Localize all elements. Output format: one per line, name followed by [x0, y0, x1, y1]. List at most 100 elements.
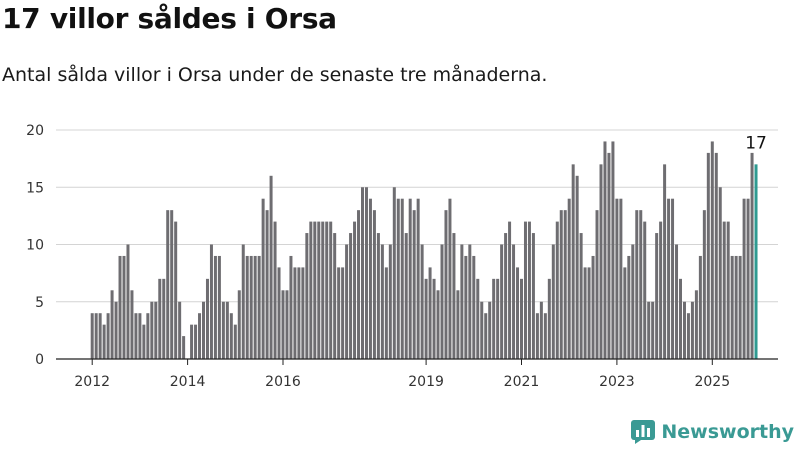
brand-logo: Newsworthy — [631, 420, 794, 444]
bar — [388, 244, 392, 359]
bar — [690, 301, 694, 359]
bar — [202, 301, 205, 359]
bar — [265, 210, 269, 359]
bar — [508, 221, 512, 359]
bar — [329, 221, 333, 359]
bar — [718, 187, 722, 359]
bar — [734, 255, 738, 359]
y-tick-label: 5 — [35, 295, 44, 311]
bar — [555, 221, 559, 359]
bar — [424, 278, 428, 359]
bar — [321, 221, 325, 359]
bar — [448, 198, 452, 359]
bar — [563, 210, 567, 359]
bar — [520, 278, 523, 359]
bar — [472, 255, 476, 359]
bar — [440, 244, 444, 359]
bar — [512, 244, 516, 359]
bar — [150, 301, 154, 359]
bar — [253, 255, 257, 359]
bar — [686, 313, 690, 359]
bar — [567, 198, 571, 359]
bar — [293, 267, 297, 359]
bar — [261, 198, 265, 359]
bar — [345, 244, 349, 359]
bar — [535, 313, 539, 359]
bar — [595, 210, 599, 359]
bar — [182, 336, 186, 359]
bar — [599, 164, 603, 359]
bar — [428, 267, 432, 359]
bar — [341, 267, 345, 359]
bar — [412, 210, 416, 359]
bar — [492, 278, 496, 359]
bar — [464, 255, 468, 359]
bar — [643, 221, 647, 359]
bar — [452, 233, 456, 359]
x-tick-label: 2025 — [694, 374, 730, 390]
bar — [591, 255, 595, 359]
bar — [301, 267, 305, 359]
bar — [531, 233, 535, 359]
bar — [349, 233, 353, 359]
bar — [742, 198, 746, 359]
bar — [158, 278, 162, 359]
bar — [587, 267, 591, 359]
bar — [217, 255, 221, 359]
bar — [106, 313, 110, 359]
bar — [94, 313, 98, 359]
y-tick-label: 20 — [26, 123, 44, 139]
bar — [444, 210, 448, 359]
bar — [166, 210, 170, 359]
bar — [257, 255, 261, 359]
bar — [420, 244, 424, 359]
bar — [400, 198, 404, 359]
bar — [237, 290, 241, 359]
bar — [353, 221, 357, 359]
bar — [607, 152, 611, 359]
chart-title: 17 villor såldes i Orsa — [2, 2, 337, 35]
bar — [706, 152, 710, 359]
axes: 0 5 10 15 20 17 2012 2014 2016 2019 2021 2023 2025 — [26, 123, 778, 390]
x-tick-label: 2023 — [599, 374, 635, 390]
bar — [460, 244, 464, 359]
bar — [190, 324, 194, 359]
bar — [110, 290, 114, 359]
bar — [496, 278, 500, 359]
bar — [667, 198, 671, 359]
bar — [396, 198, 400, 359]
bar — [698, 255, 702, 359]
bar — [213, 255, 217, 359]
bar — [313, 221, 317, 359]
bar — [198, 313, 202, 359]
bar — [146, 313, 150, 359]
bar — [635, 210, 639, 359]
bar — [277, 267, 281, 359]
bar — [559, 210, 563, 359]
y-tick-label: 10 — [26, 238, 44, 254]
bar — [368, 198, 372, 359]
bar — [726, 221, 730, 359]
bar — [134, 313, 138, 359]
bar — [611, 141, 615, 359]
bar — [631, 244, 635, 359]
bar — [647, 301, 651, 359]
bar — [575, 175, 579, 359]
bar — [547, 278, 551, 359]
bar — [436, 290, 440, 359]
bar — [746, 198, 750, 359]
bar — [114, 301, 118, 359]
bar — [229, 313, 233, 359]
brand-name: Newsworthy — [661, 421, 794, 443]
bar — [209, 244, 213, 359]
bar — [130, 290, 134, 359]
x-tick-label: 2012 — [74, 374, 110, 390]
bar — [468, 244, 472, 359]
bar — [289, 255, 293, 359]
bar — [476, 278, 480, 359]
bar — [392, 187, 396, 359]
bar — [142, 324, 146, 359]
bar — [241, 244, 245, 359]
bar — [682, 301, 686, 359]
